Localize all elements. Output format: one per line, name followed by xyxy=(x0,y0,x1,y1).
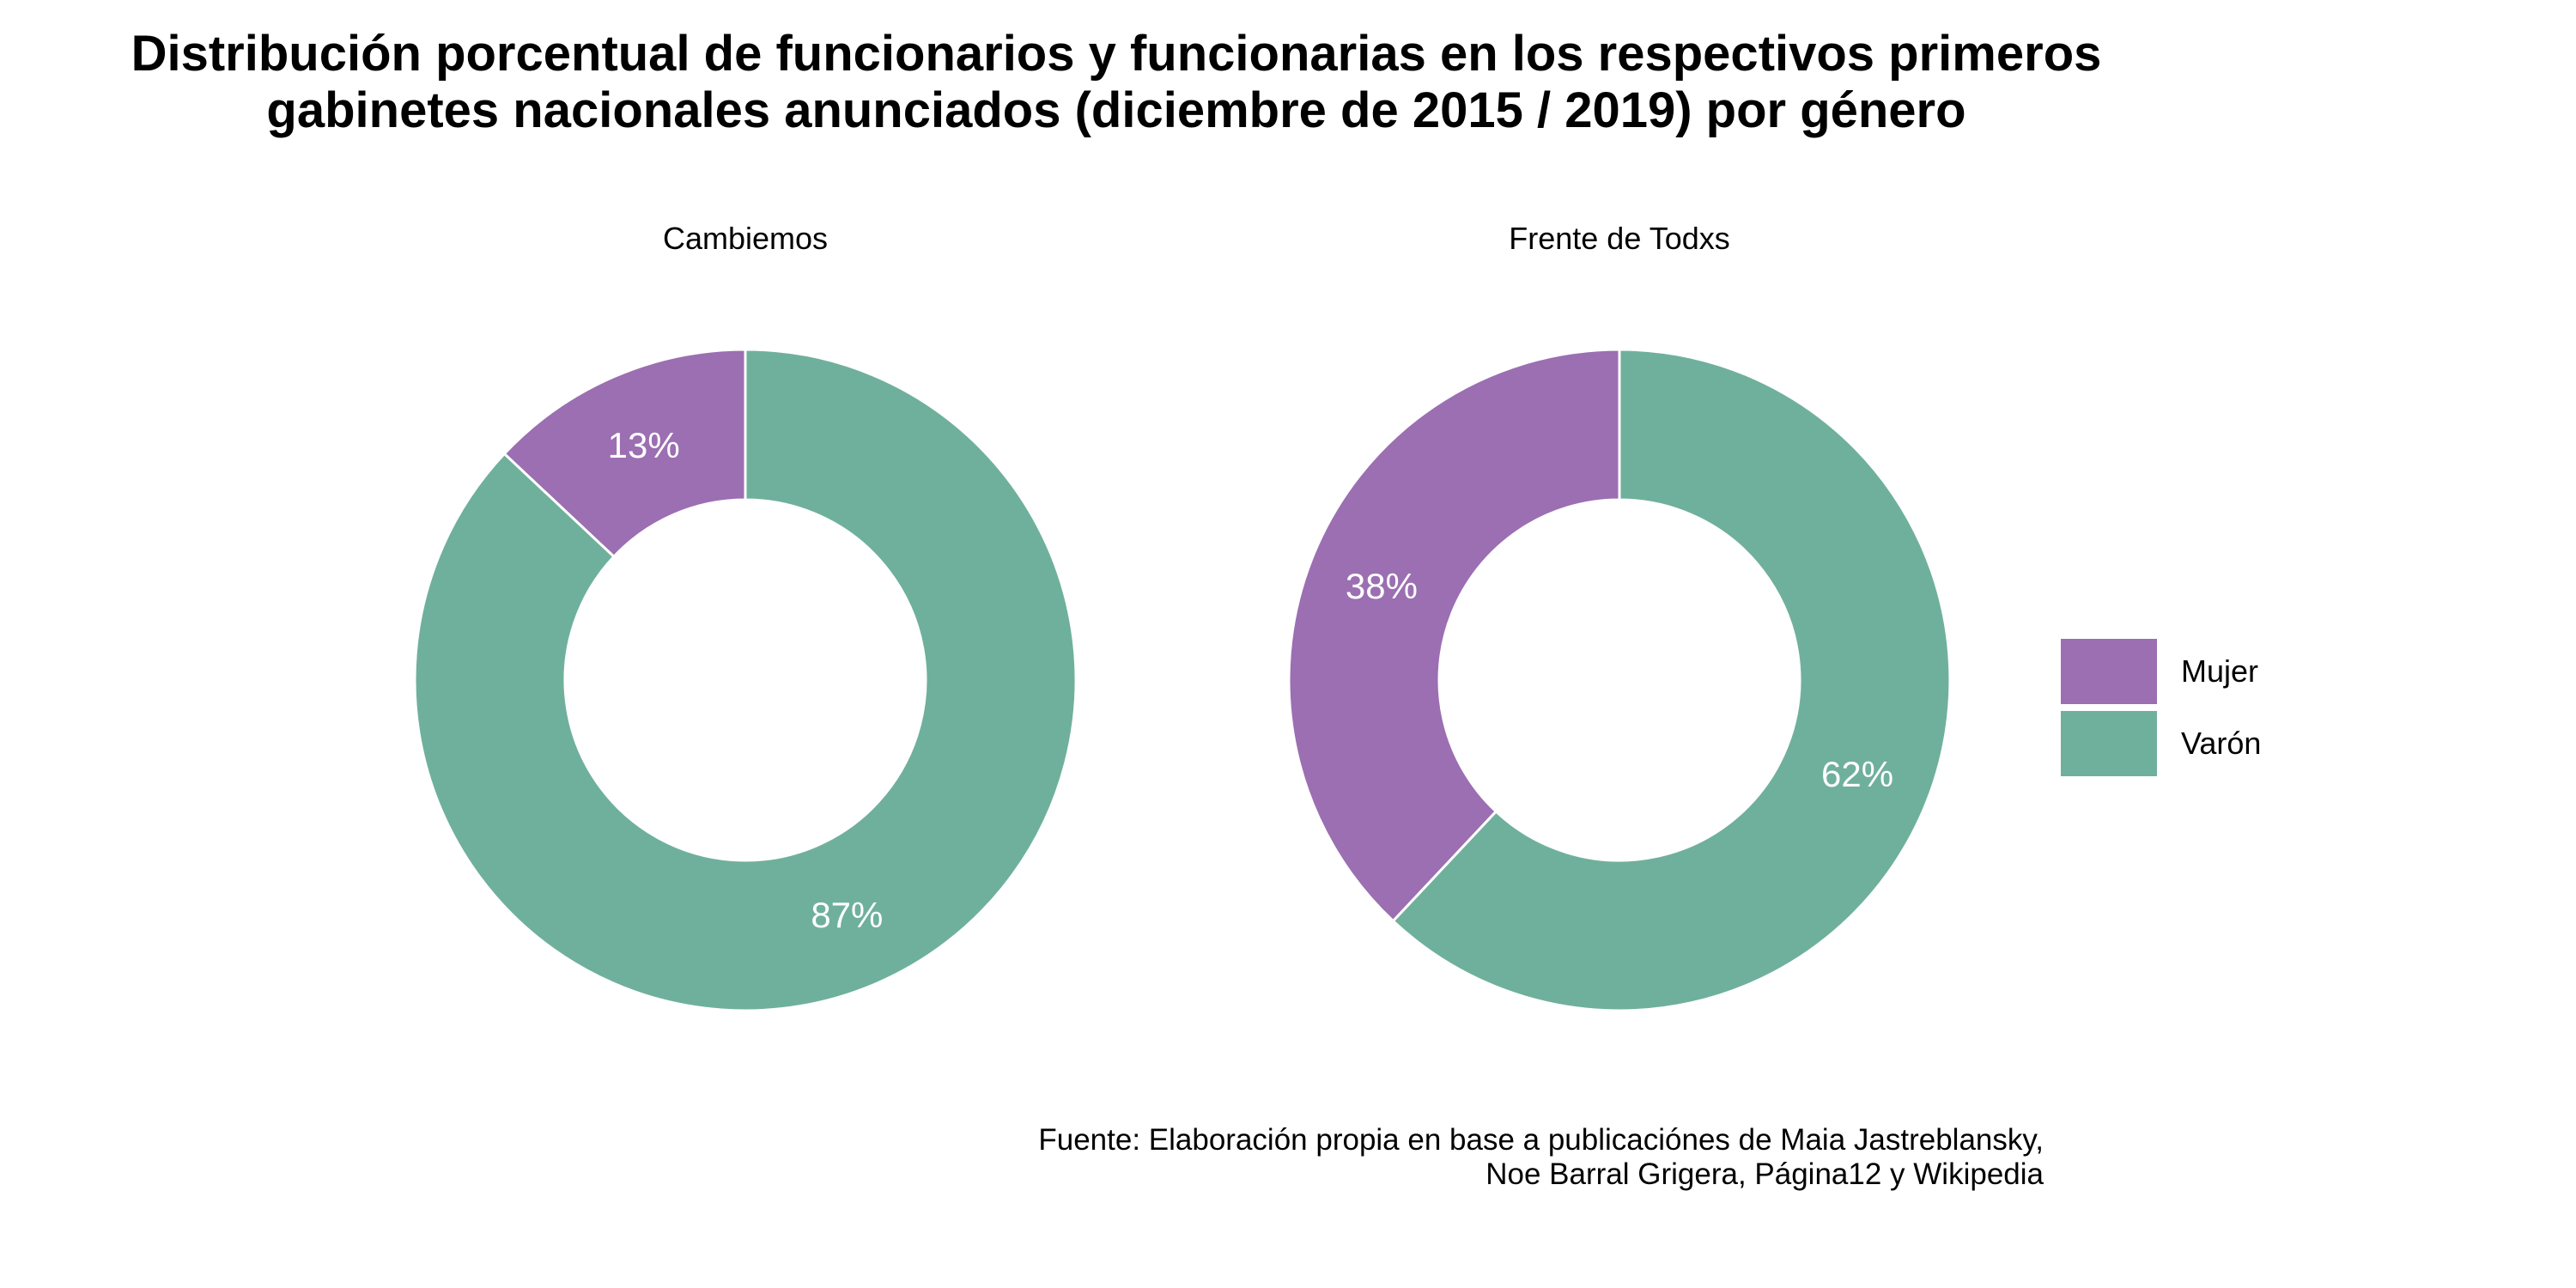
chart-title-line-2: gabinetes nacionales anunciados (diciemb… xyxy=(266,82,1966,138)
slice-label-cambiemos-mujer: 13% xyxy=(608,425,680,465)
slice-label-cambiemos-varon: 87% xyxy=(811,895,883,935)
chart-title-line-1: Distribución porcentual de funcionarios … xyxy=(131,26,2102,82)
slice-cambiemos-mujer xyxy=(502,348,747,559)
chart-caption: Fuente: Elaboración propia en base a pub… xyxy=(1038,1123,2044,1192)
legend-label-mujer: Mujer xyxy=(2181,653,2259,689)
legend-key-varon xyxy=(2061,711,2157,776)
legend-item-mujer: Mujer xyxy=(2061,635,2261,708)
facet-label-cambiemos: Cambiemos xyxy=(662,221,829,256)
caption-line-1: Fuente: Elaboración propia en base a pub… xyxy=(1038,1123,2044,1157)
legend: Mujer Varón xyxy=(2061,635,2261,780)
slice-label-frente-de-todxs-mujer: 38% xyxy=(1346,566,1418,606)
slice-cambiemos-varon xyxy=(413,348,1078,1012)
facet-label-frente-de-todxs: Frente de Todxs xyxy=(1509,221,1730,256)
legend-item-varon: Varón xyxy=(2061,708,2261,780)
legend-key-mujer xyxy=(2061,639,2157,704)
slice-frente-de-todxs-mujer xyxy=(1287,348,1621,923)
slice-label-frente-de-todxs-varon: 62% xyxy=(1821,754,1893,794)
caption-line-2: Noe Barral Grigera, Página12 y Wikipedia xyxy=(1485,1157,2044,1191)
slice-frente-de-todxs-varon xyxy=(1391,348,1952,1012)
legend-label-varon: Varón xyxy=(2181,726,2262,761)
